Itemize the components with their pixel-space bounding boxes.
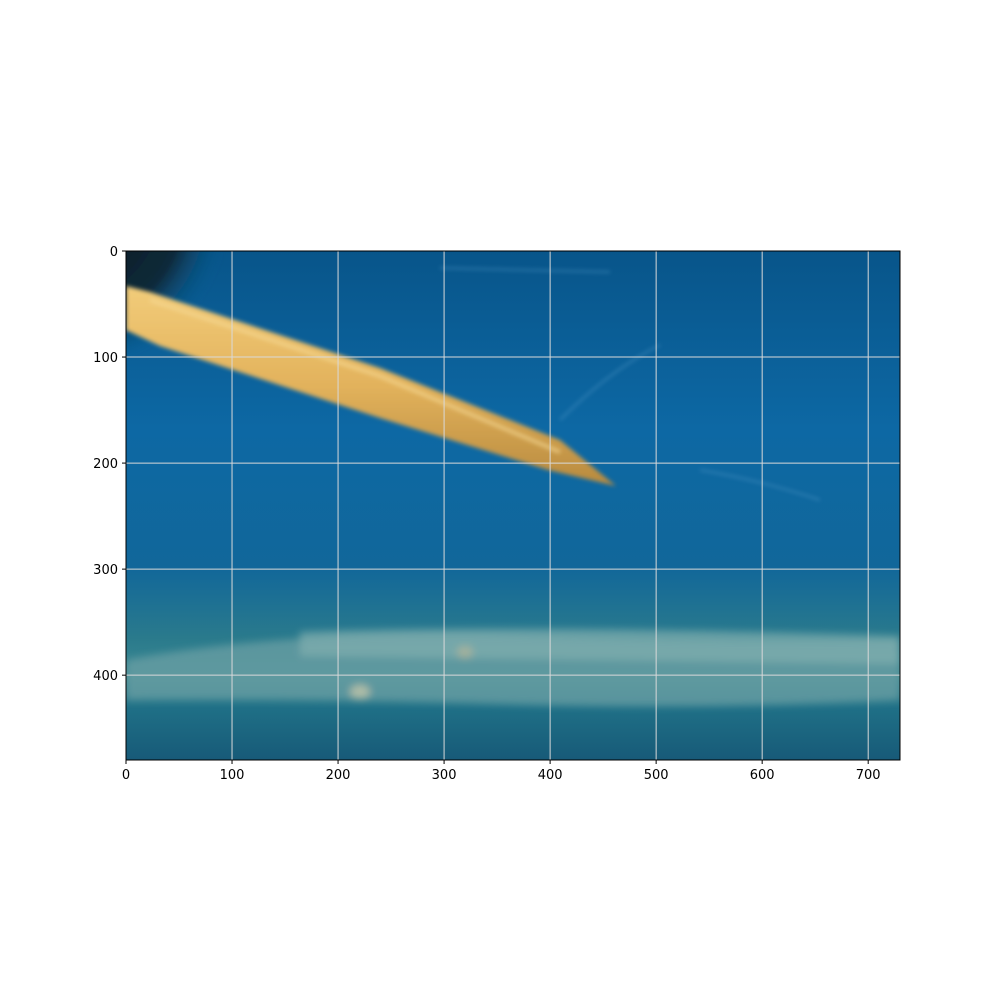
x-tick-label: 0 <box>122 768 130 783</box>
x-tick-label: 400 <box>538 768 563 783</box>
x-tick-label: 700 <box>856 768 881 783</box>
y-tick-label: 300 <box>93 563 118 578</box>
x-tick-label: 300 <box>432 768 457 783</box>
photo <box>126 251 900 760</box>
plot-frame <box>125 250 901 761</box>
x-tick-label: 500 <box>644 768 669 783</box>
x-tick-label: 200 <box>326 768 351 783</box>
y-tick-label: 100 <box>93 351 118 366</box>
y-tick-label: 200 <box>93 457 118 472</box>
y-tick-label: 400 <box>93 669 118 684</box>
y-tick-label: 0 <box>110 245 118 260</box>
x-tick-label: 100 <box>220 768 245 783</box>
x-axis: 0 100 200 300 400 500 600 700 <box>122 760 881 783</box>
wooden-stick <box>126 286 616 486</box>
y-axis: 0 100 200 300 400 <box>93 245 126 684</box>
backdrop-scratches <box>439 267 821 501</box>
x-tick-label: 600 <box>750 768 775 783</box>
sediment-band <box>126 628 900 707</box>
